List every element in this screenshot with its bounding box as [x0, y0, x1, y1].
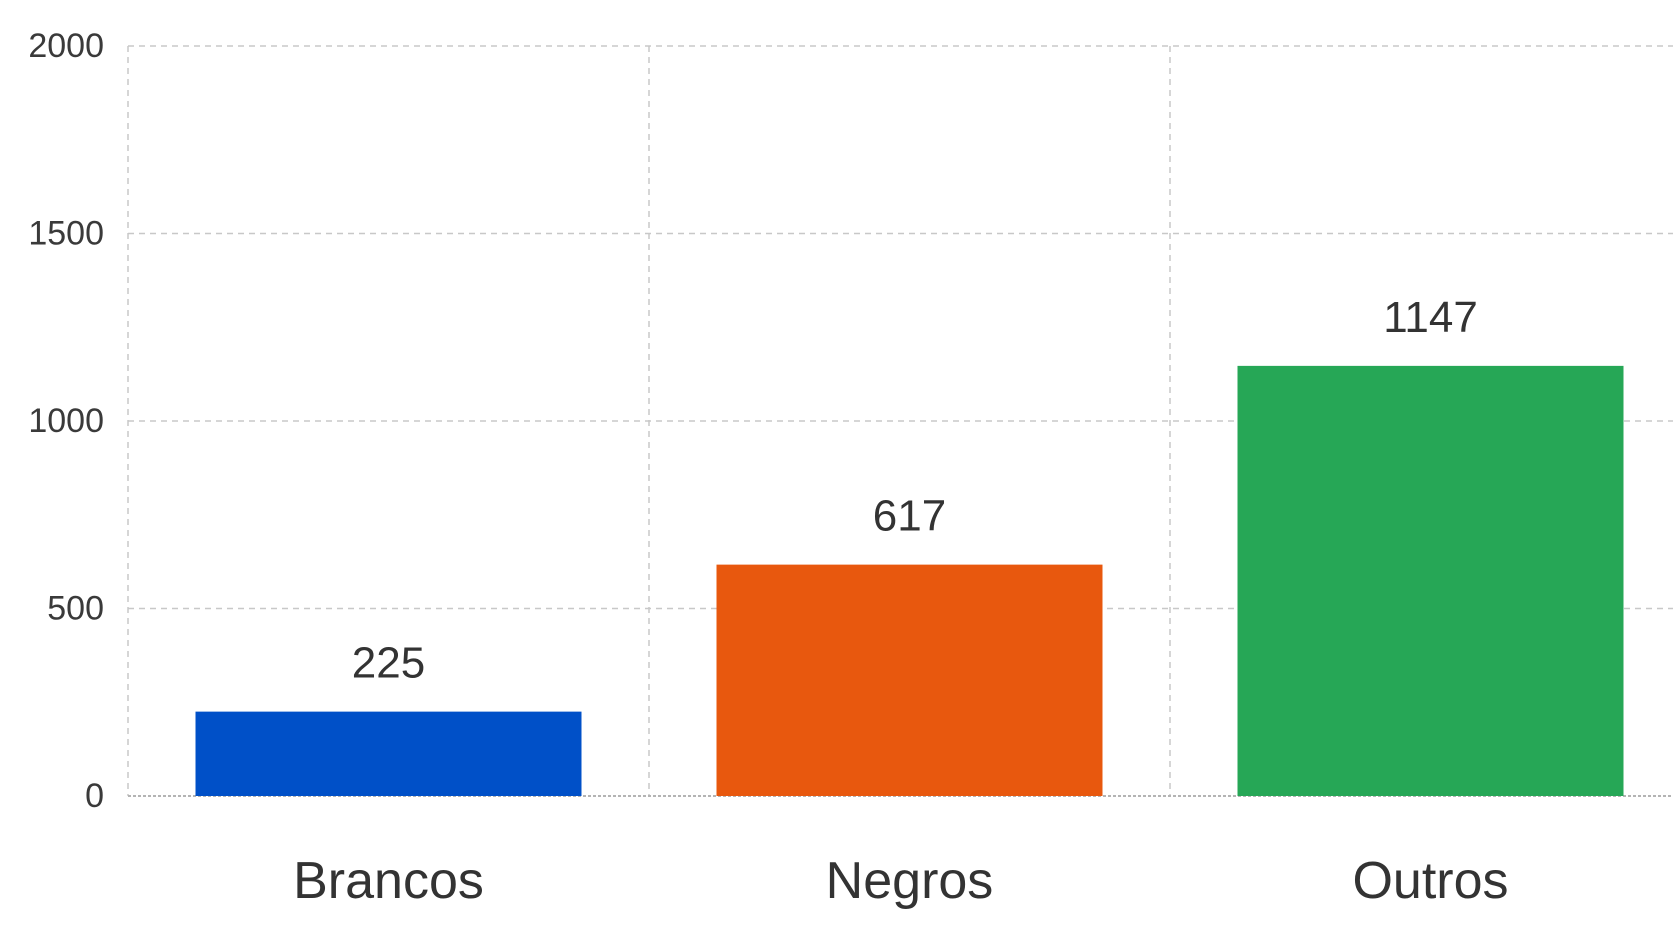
bar — [716, 564, 1103, 796]
y-tick-label: 500 — [47, 590, 104, 628]
bar — [195, 711, 582, 796]
y-tick-label: 1500 — [28, 215, 104, 253]
data-labels: 225 617 1147 — [352, 293, 1478, 688]
y-tick-label: 0 — [85, 777, 104, 815]
bars — [195, 365, 1624, 796]
bar-value-label: 225 — [352, 639, 425, 688]
x-tick-label: Outros — [1352, 852, 1508, 910]
bar — [1237, 365, 1624, 796]
x-tick-label: Brancos — [293, 852, 484, 910]
bar-value-label: 1147 — [1383, 293, 1478, 342]
y-tick-label: 2000 — [28, 27, 104, 65]
bar-value-label: 617 — [873, 492, 946, 541]
y-tick-label: 1000 — [28, 402, 104, 440]
x-axis: Brancos Negros Outros — [293, 852, 1508, 910]
y-axis: 0 500 1000 1500 2000 — [28, 27, 104, 815]
x-tick-label: Negros — [826, 852, 994, 910]
